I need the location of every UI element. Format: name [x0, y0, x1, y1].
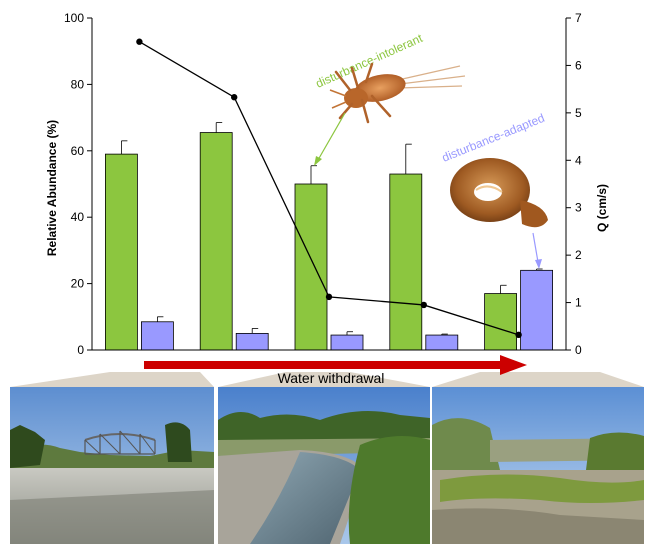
- bar-intolerant-5: [484, 293, 518, 351]
- discharge-point-3: [325, 293, 333, 301]
- adapted-annotation: disturbance-adapted: [440, 111, 548, 269]
- arrow-label: Water withdrawal: [278, 370, 385, 386]
- y-axis-title: Relative Abundance (%): [45, 120, 59, 256]
- arrow-head: [500, 355, 527, 375]
- photo-river-bridge: [10, 387, 214, 544]
- bar-intolerant-4: [389, 173, 423, 351]
- y-tick-label-80: 80: [71, 77, 85, 91]
- water-withdrawal-arrow: Water withdrawal: [144, 355, 527, 386]
- y2-tick-label-5: 5: [575, 106, 582, 120]
- bar-adapted-4: [425, 334, 459, 351]
- bar-intolerant-3: [294, 183, 328, 351]
- y2-axis-title: Q (cm/s): [595, 184, 609, 232]
- callout-shapes: [10, 372, 644, 387]
- adapted-pointer-head: [535, 259, 542, 269]
- adapted-pointer: [532, 232, 539, 263]
- photo-river-bank: [218, 387, 430, 544]
- bar-intolerant-1: [105, 153, 138, 351]
- y-tick-label-40: 40: [71, 210, 85, 224]
- axes: 0 20 40 60 80 100 0 1 2 3 4 5 6 7: [64, 11, 582, 357]
- discharge-point-4: [420, 301, 427, 309]
- y-tick-label-0: 0: [77, 343, 84, 357]
- y2-tick-label-4: 4: [575, 153, 582, 167]
- leech-icon: [450, 158, 548, 228]
- y2-tick-label-0: 0: [575, 343, 582, 357]
- callout-3: [432, 372, 644, 387]
- mayfly-nymph-icon: [329, 62, 466, 124]
- bar-adapted-3: [330, 334, 364, 351]
- photo-dry-streambed: [432, 387, 644, 544]
- intolerant-pointer-head: [314, 156, 322, 166]
- y2-tick-label-7: 7: [575, 11, 582, 25]
- y2-tick-label-3: 3: [575, 201, 582, 215]
- discharge-point-1: [136, 38, 143, 45]
- discharge-point-5: [515, 331, 522, 339]
- bar-adapted-2: [235, 332, 269, 351]
- intolerant-pointer: [317, 112, 346, 161]
- arrow-shaft: [144, 361, 506, 369]
- discharge-point-2: [231, 94, 238, 101]
- bar-adapted-5: [520, 269, 553, 351]
- y2-tick-label-6: 6: [575, 58, 582, 72]
- y2-tick-label-2: 2: [575, 248, 582, 262]
- callout-2: [218, 372, 430, 387]
- adapted-label: disturbance-adapted: [440, 111, 547, 165]
- y-tick-label-100: 100: [64, 11, 84, 25]
- chart: 0 20 40 60 80 100 0 1 2 3 4 5 6 7 Relative Abundance …: [45, 11, 609, 357]
- y2-tick-label-1: 1: [575, 296, 582, 310]
- bar-adapted-1: [140, 321, 174, 351]
- callout-1: [10, 372, 214, 387]
- y-tick-label-20: 20: [71, 277, 85, 291]
- bar-intolerant-2: [199, 132, 233, 351]
- intolerant-annotation: disturbance-intolerant: [314, 31, 466, 166]
- plot-area: [105, 38, 553, 351]
- y-tick-label-60: 60: [71, 144, 85, 158]
